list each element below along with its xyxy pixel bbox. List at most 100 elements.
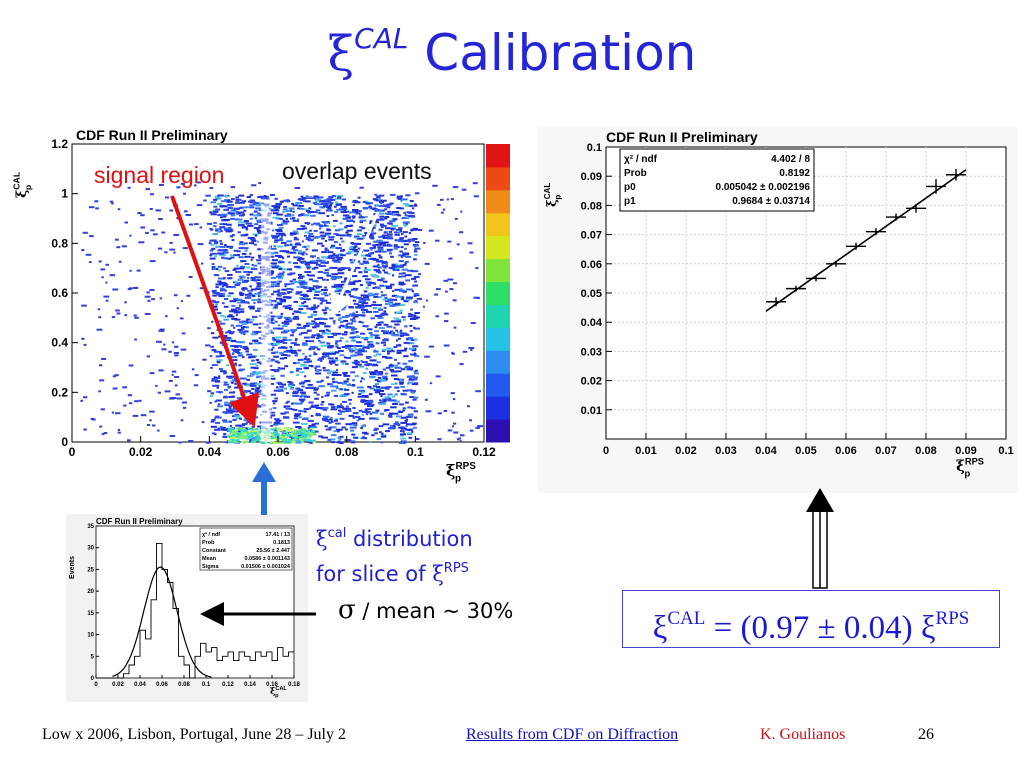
heatmap-cell: [402, 231, 408, 234]
heatmap-cell: [353, 296, 358, 299]
heatmap-cell: [227, 273, 233, 276]
heatmap-cell: [232, 268, 237, 271]
heatmap-cell: [380, 412, 385, 415]
heatmap-cell: [351, 366, 358, 369]
heatmap-cell: [459, 440, 462, 443]
dist-sup-cal: cal: [327, 526, 347, 541]
heatmap-cell: [288, 261, 292, 264]
heatmap-cell: [337, 272, 345, 275]
heatmap-cell: [235, 424, 242, 427]
heatmap-cell: [394, 358, 397, 361]
signal-region-label: signal region: [94, 162, 225, 188]
heatmap-cell: [389, 426, 396, 429]
heatmap-cell: [376, 260, 383, 263]
heatmap-cell: [399, 430, 405, 433]
heatmap-cell: [303, 234, 307, 237]
heatmap-cell: [231, 239, 235, 242]
heatmap-cell: [319, 321, 322, 324]
heatmap-cell: [276, 230, 283, 233]
heatmap-peak-cell: [272, 431, 277, 434]
heatmap-peak-cell: [295, 439, 300, 442]
heatmap-cell: [331, 406, 335, 409]
heatmap-cell: [288, 385, 294, 388]
heatmap-cell: [82, 396, 88, 399]
heatmap-peak-cell: [242, 436, 247, 439]
heatmap-peak-cell: [241, 434, 246, 437]
heatmap-cell: [276, 381, 282, 384]
heatmap-peak-cell: [256, 431, 261, 434]
heatmap-cell: [348, 269, 351, 272]
heatmap-cell: [320, 344, 328, 347]
heatmap-cell: [217, 403, 221, 406]
heatmap-cell: [384, 216, 390, 218]
heatmap-cell: [300, 331, 308, 334]
fit-point: [846, 242, 866, 250]
footer-link[interactable]: Results from CDF on Diffraction: [466, 726, 679, 743]
heatmap-cell: [318, 357, 324, 360]
heatmap-cell: [397, 198, 402, 200]
heatmap-cell: [385, 397, 392, 400]
heatmap-cell: [361, 361, 368, 364]
heatmap-cell: [373, 385, 377, 388]
heatmap-cell: [379, 201, 384, 204]
heatmap-y-axis-label: ξCALp: [12, 171, 33, 198]
heatmap-cell: [338, 228, 344, 231]
heatmap-cell: [313, 297, 317, 300]
heatmap-cell: [369, 404, 375, 406]
heatmap-cell: [305, 340, 309, 342]
heatmap-cell: [255, 207, 261, 210]
heatmap-cell: [115, 238, 119, 241]
heatmap-cell: [273, 306, 278, 309]
heatmap-cell: [272, 262, 277, 265]
heatmap-cell: [365, 202, 371, 205]
heatmap-cell: [393, 326, 396, 329]
heatmap-cell: [297, 198, 304, 201]
heatmap-cell: [313, 351, 316, 354]
heatmap-cell: [282, 208, 288, 211]
heatmap-cell: [304, 231, 310, 234]
heatmap-cell: [134, 400, 139, 403]
heatmap-peak-cell: [275, 436, 279, 439]
heatmap-cell: [284, 244, 289, 247]
heatmap-cell: [395, 311, 402, 314]
heatmap-cell: [88, 261, 92, 264]
heatmap-cell: [377, 380, 381, 383]
heatmap-cell: [275, 336, 282, 339]
heatmap-cell: [303, 301, 307, 303]
heatmap-cell: [424, 398, 428, 401]
heatmap-cell: [390, 348, 393, 350]
heatmap-cell: [396, 228, 403, 231]
heatmap-cell: [305, 379, 311, 382]
heatmap-cell: [151, 298, 155, 301]
hist-x-tick-label: 0.1: [202, 682, 211, 688]
heatmap-cell: [378, 212, 385, 215]
heatmap-cell: [384, 296, 388, 299]
heatmap-cell: [320, 379, 324, 382]
heatmap-cell: [330, 389, 337, 392]
heatmap-cell: [334, 210, 339, 213]
heatmap-cell: [364, 271, 368, 274]
heatmap-cell: [213, 225, 217, 228]
heatmap-cell: [212, 291, 218, 294]
fit-stats-box: [619, 148, 815, 212]
heatmap-cell: [381, 261, 388, 264]
heatmap-cell: [278, 388, 283, 391]
overlap-events-label: overlap events: [282, 158, 432, 184]
heatmap-cell: [386, 386, 392, 389]
heatmap-cell: [181, 332, 186, 335]
heatmap-cell: [414, 253, 418, 256]
heatmap-cell: [351, 349, 355, 352]
heatmap-cell: [357, 395, 365, 398]
heatmap-cell: [258, 314, 262, 317]
heatmap-cell: [323, 291, 328, 294]
heatmap-cell: [235, 351, 239, 353]
heatmap-cell: [339, 354, 345, 357]
formula-arrow-shaft: [812, 507, 828, 589]
fit-y-tick-label: 0.1: [587, 142, 602, 154]
heatmap-cell: [376, 195, 381, 198]
heatmap-cell: [272, 407, 277, 410]
heatmap-cell: [89, 235, 94, 238]
heatmap-cell: [398, 281, 404, 284]
heatmap-cell: [224, 270, 230, 273]
heatmap-cell: [271, 205, 278, 208]
